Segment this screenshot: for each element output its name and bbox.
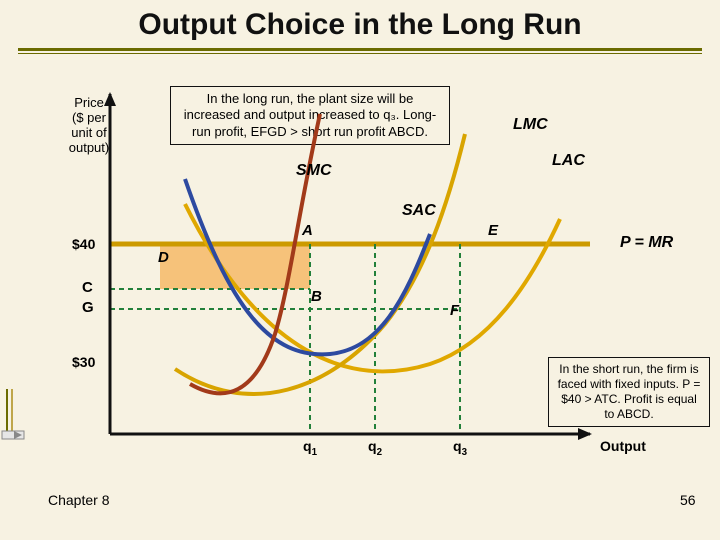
ytick-c: C <box>82 279 93 296</box>
xtick-q1: q1 <box>303 438 317 458</box>
label-lac: LAC <box>552 152 585 170</box>
label-sac: SAC <box>402 202 436 220</box>
ytick-g: G <box>82 299 94 316</box>
point-b: B <box>311 288 322 305</box>
footer-page-number: 56 <box>680 492 696 508</box>
label-smc: SMC <box>296 162 332 180</box>
point-e: E <box>488 222 498 239</box>
chart-stage: Price ($ per unit of output) In the long… <box>0 54 720 524</box>
label-pmr: P = MR <box>620 234 673 252</box>
footer-chapter: Chapter 8 <box>48 492 109 508</box>
x-axis-label: Output <box>600 438 646 454</box>
ytick-40: $40 <box>72 236 95 252</box>
point-f: F <box>450 302 459 319</box>
xtick-q3: q3 <box>453 438 467 458</box>
ytick-30: $30 <box>72 354 95 370</box>
page-title: Output Choice in the Long Run <box>0 0 720 42</box>
xtick-q2: q2 <box>368 438 382 458</box>
econ-chart <box>0 54 720 484</box>
point-d: D <box>158 249 169 266</box>
label-lmc: LMC <box>513 116 548 134</box>
point-a: A <box>302 222 313 239</box>
side-decor-icon <box>0 384 28 444</box>
